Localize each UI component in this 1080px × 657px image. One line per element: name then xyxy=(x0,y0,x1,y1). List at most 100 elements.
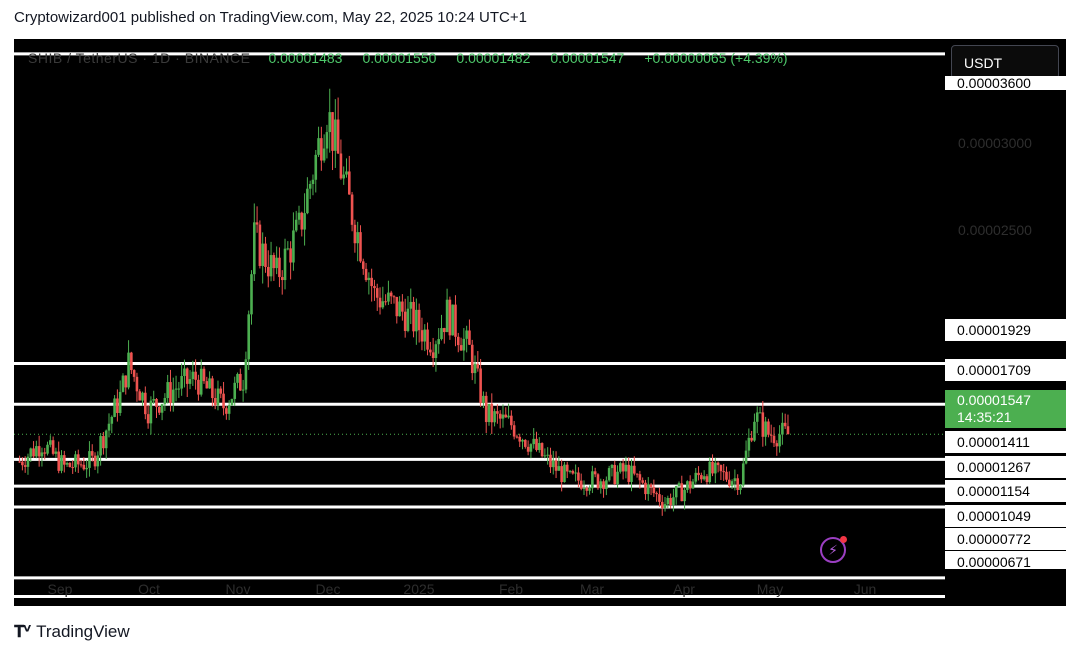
candle-down[interactable] xyxy=(644,482,647,495)
candle-down[interactable] xyxy=(641,480,644,483)
candle-down[interactable] xyxy=(783,422,787,427)
candle-up[interactable] xyxy=(252,222,256,275)
candle-down[interactable] xyxy=(496,411,499,414)
candle-up[interactable] xyxy=(149,400,153,424)
candle-up[interactable] xyxy=(568,470,572,472)
candle-down[interactable] xyxy=(264,243,267,267)
candle-down[interactable] xyxy=(652,487,656,494)
candle-down[interactable] xyxy=(266,266,270,277)
candle-down[interactable] xyxy=(602,481,605,489)
tradingview-brand[interactable]: 𝐓ⱽ TradingView xyxy=(14,622,130,642)
candle-up[interactable] xyxy=(702,476,706,480)
candle-up[interactable] xyxy=(473,363,477,374)
candle-up[interactable] xyxy=(35,446,38,457)
candle-up[interactable] xyxy=(110,416,114,424)
candle-up[interactable] xyxy=(191,371,195,380)
candle-up[interactable] xyxy=(199,368,203,395)
candle-up[interactable] xyxy=(437,339,441,345)
candle-down[interactable] xyxy=(353,224,357,244)
candle-up[interactable] xyxy=(507,415,510,418)
candle-up[interactable] xyxy=(686,481,689,490)
candle-down[interactable] xyxy=(417,309,421,331)
candle-down[interactable] xyxy=(144,392,147,415)
candle-up[interactable] xyxy=(250,274,253,315)
candle-down[interactable] xyxy=(272,255,276,269)
candle-down[interactable] xyxy=(697,472,700,476)
candle-down[interactable] xyxy=(359,232,362,262)
candle-up[interactable] xyxy=(216,388,220,406)
candle-up[interactable] xyxy=(311,179,315,185)
candle-down[interactable] xyxy=(222,393,225,409)
candle-up[interactable] xyxy=(733,478,737,482)
candle-down[interactable] xyxy=(725,471,728,480)
candle-up[interactable] xyxy=(563,464,566,483)
candle-up[interactable] xyxy=(49,440,52,445)
candle-down[interactable] xyxy=(535,438,538,451)
candle-down[interactable] xyxy=(420,330,424,342)
candle-up[interactable] xyxy=(741,463,745,486)
candle-down[interactable] xyxy=(205,381,209,389)
candle-down[interactable] xyxy=(750,437,753,441)
candle-down[interactable] xyxy=(219,388,223,394)
candle-up[interactable] xyxy=(551,460,555,468)
candle-up[interactable] xyxy=(174,388,178,390)
candle-up[interactable] xyxy=(758,412,762,414)
candle-down[interactable] xyxy=(102,436,105,449)
candle-up[interactable] xyxy=(755,412,759,422)
candle-up[interactable] xyxy=(764,421,767,437)
candle-down[interactable] xyxy=(727,479,731,486)
candle-up[interactable] xyxy=(683,489,686,502)
candle-down[interactable] xyxy=(132,370,136,377)
candle-up[interactable] xyxy=(308,184,312,189)
candle-down[interactable] xyxy=(370,277,373,287)
candle-down[interactable] xyxy=(384,301,387,303)
candle-up[interactable] xyxy=(482,395,485,404)
candle-down[interactable] xyxy=(700,475,703,480)
candle-down[interactable] xyxy=(213,398,217,406)
candle-up[interactable] xyxy=(493,411,496,423)
candle-up[interactable] xyxy=(342,174,346,179)
candle-up[interactable] xyxy=(180,376,183,389)
candle-up[interactable] xyxy=(65,462,69,465)
candle-up[interactable] xyxy=(616,471,619,485)
candle-up[interactable] xyxy=(29,448,33,457)
candle-down[interactable] xyxy=(571,470,575,474)
candle-up[interactable] xyxy=(141,392,144,401)
candle-down[interactable] xyxy=(68,462,72,468)
candle-up[interactable] xyxy=(521,439,524,442)
candle-down[interactable] xyxy=(484,395,488,423)
candle-up[interactable] xyxy=(672,497,675,506)
candle-down[interactable] xyxy=(239,373,242,391)
candle-up[interactable] xyxy=(398,301,401,317)
candle-up[interactable] xyxy=(610,464,614,469)
candle-down[interactable] xyxy=(401,301,404,312)
candle-up[interactable] xyxy=(314,154,318,180)
candle-up[interactable] xyxy=(96,455,100,467)
chart-panel[interactable]: SHIB / TetherUS · 1D · BINANCE 0.0000148… xyxy=(14,39,1066,606)
candle-down[interactable] xyxy=(459,345,463,351)
candle-down[interactable] xyxy=(454,304,457,337)
candle-up[interactable] xyxy=(582,487,586,489)
candle-down[interactable] xyxy=(82,464,86,470)
candle-up[interactable] xyxy=(261,243,264,266)
candle-up[interactable] xyxy=(54,451,58,454)
candle-up[interactable] xyxy=(317,138,320,155)
candle-up[interactable] xyxy=(171,389,175,404)
candle-down[interactable] xyxy=(448,299,452,336)
candle-down[interactable] xyxy=(526,446,530,452)
candle-up[interactable] xyxy=(451,304,454,336)
candle-down[interactable] xyxy=(71,467,74,469)
candle-down[interactable] xyxy=(202,368,206,382)
flash-icon[interactable]: ⚡ xyxy=(820,536,847,563)
candle-up[interactable] xyxy=(107,423,111,431)
candle-down[interactable] xyxy=(76,454,80,465)
candle-down[interactable] xyxy=(130,352,133,371)
candle-up[interactable] xyxy=(781,422,784,435)
candle-up[interactable] xyxy=(233,382,237,399)
candle-up[interactable] xyxy=(85,467,88,470)
candle-up[interactable] xyxy=(529,444,533,452)
candle-down[interactable] xyxy=(93,455,97,467)
candle-down[interactable] xyxy=(62,455,66,465)
candle-down[interactable] xyxy=(554,460,558,471)
candle-down[interactable] xyxy=(716,462,720,466)
